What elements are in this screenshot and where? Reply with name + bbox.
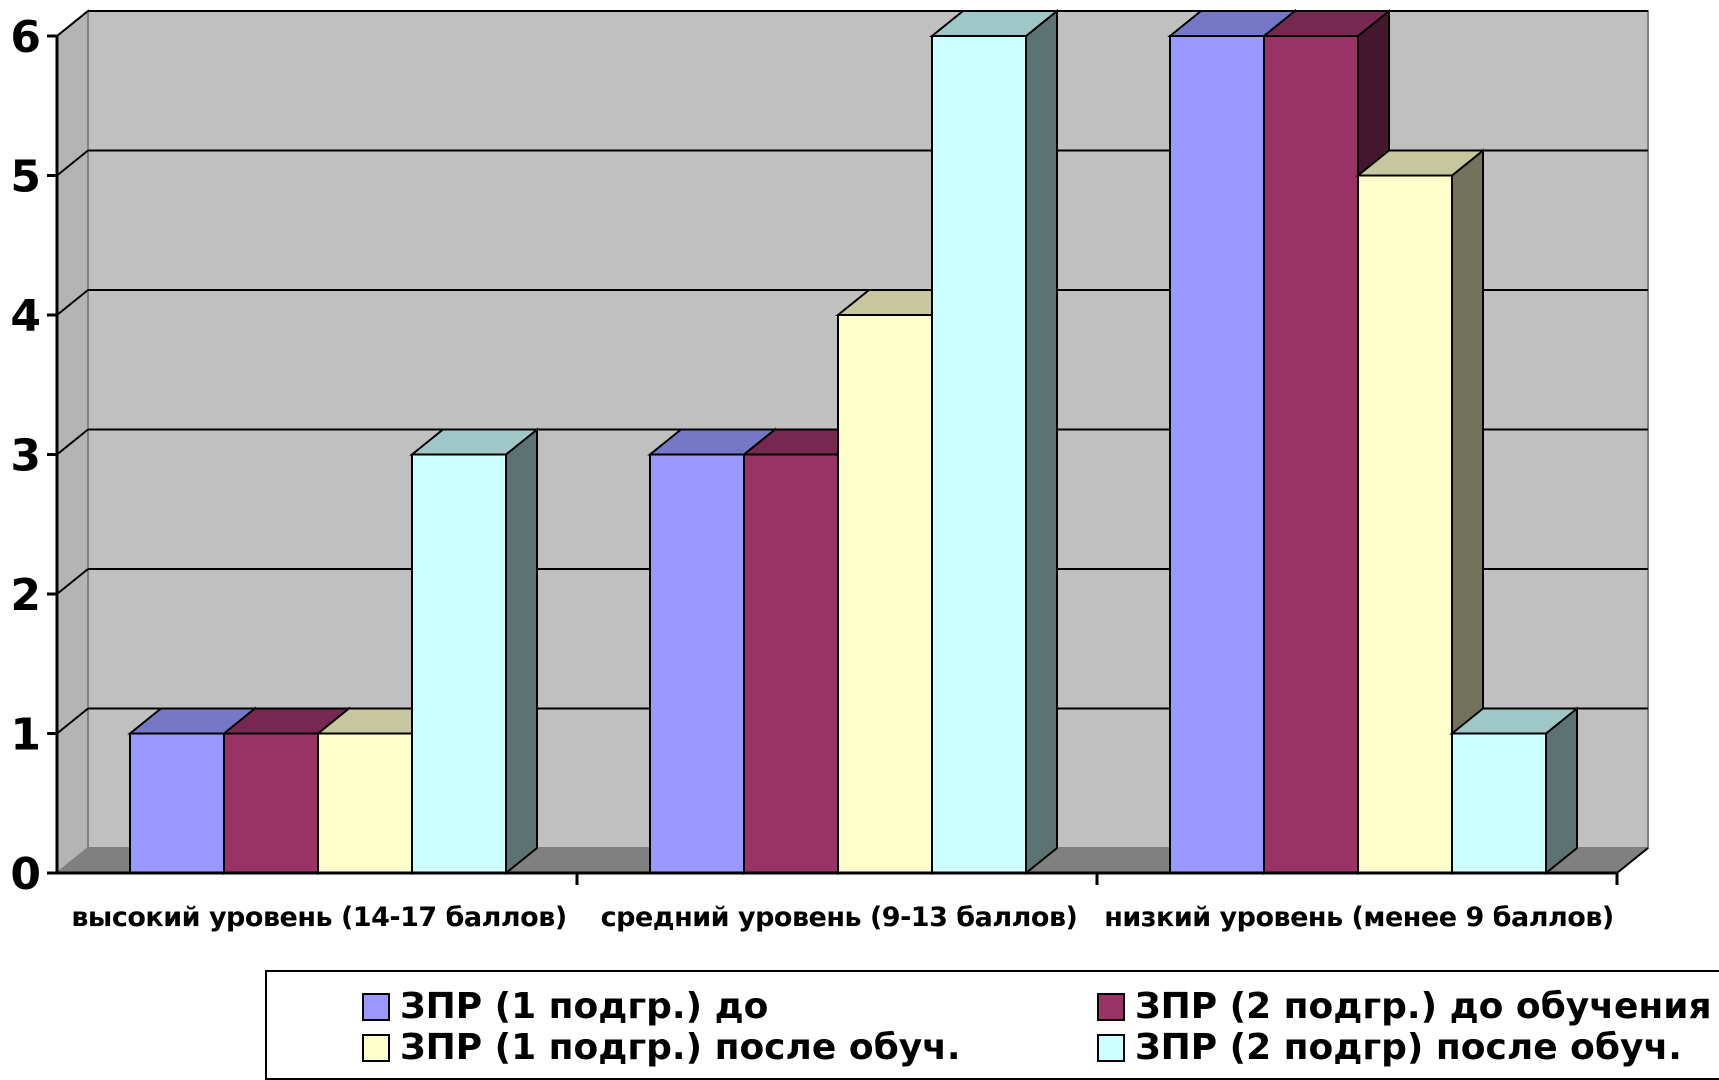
legend-label-series-4: ЗПР (2 подгр) после обуч. [1135, 1027, 1682, 1068]
legend-item-series-1: ЗПР (1 подгр.) до [362, 986, 768, 1027]
bar-side [1025, 8, 1058, 876]
bar [1263, 35, 1359, 874]
y-tick-label: 1 [10, 710, 41, 761]
bar [411, 453, 507, 874]
legend-item-series-3: ЗПР (1 подгр.) после обуч. [362, 1027, 961, 1068]
chart-bars [127, 8, 1580, 876]
y-tick-label: 4 [10, 291, 41, 342]
bar-side [1545, 706, 1578, 876]
x-category-label: средний уровень (9-13 баллов) [601, 902, 1078, 933]
legend-label-series-2: ЗПР (2 подгр.) до обучения [1135, 986, 1712, 1027]
gridline-side [56, 428, 89, 456]
y-tick-label: 2 [10, 570, 41, 621]
legend-label-series-1: ЗПР (1 подгр.) до [400, 986, 769, 1027]
y-tick-label: 0 [10, 849, 41, 900]
bar [743, 453, 839, 874]
y-tick-label: 6 [10, 12, 41, 63]
bar [931, 35, 1027, 874]
legend-swatch-series-1 [362, 992, 390, 1021]
x-category-label: высокий уровень (14-17 баллов) [71, 902, 566, 933]
bar [129, 732, 225, 874]
y-tick-label: 5 [10, 152, 41, 203]
x-category-label: низкий уровень (менее 9 баллов) [1104, 902, 1614, 933]
bar-side [505, 427, 538, 876]
gridline-side [56, 568, 89, 595]
legend-swatch-series-2 [1097, 992, 1125, 1021]
bar [1357, 174, 1453, 874]
gridline-side [56, 10, 89, 37]
gridline-side [56, 149, 89, 177]
legend-item-series-2: ЗПР (2 подгр.) до обучения [1097, 986, 1712, 1027]
bar [317, 732, 413, 874]
legend-swatch-series-3 [362, 1033, 390, 1062]
chart-axes: 0 1 2 3 4 5 6 высокий уровень (14-17 баллов) сре… [10, 12, 1649, 933]
y-tick-label: 3 [10, 431, 41, 482]
chart-legend: ЗПР (1 подгр.) до ЗПР (2 подгр.) до обуч… [265, 970, 1719, 1080]
bar [649, 453, 745, 874]
bar [1451, 732, 1547, 874]
gridline-side [56, 707, 89, 735]
gridline-side [56, 289, 89, 316]
legend-item-series-4: ЗПР (2 подгр) после обуч. [1097, 1027, 1682, 1068]
legend-swatch-series-4 [1097, 1033, 1125, 1062]
legend-label-series-3: ЗПР (1 подгр.) после обуч. [400, 1027, 961, 1068]
bar [837, 314, 933, 874]
bar [1169, 35, 1265, 874]
bar [223, 732, 319, 874]
x-axis-depth-line [1616, 847, 1649, 874]
